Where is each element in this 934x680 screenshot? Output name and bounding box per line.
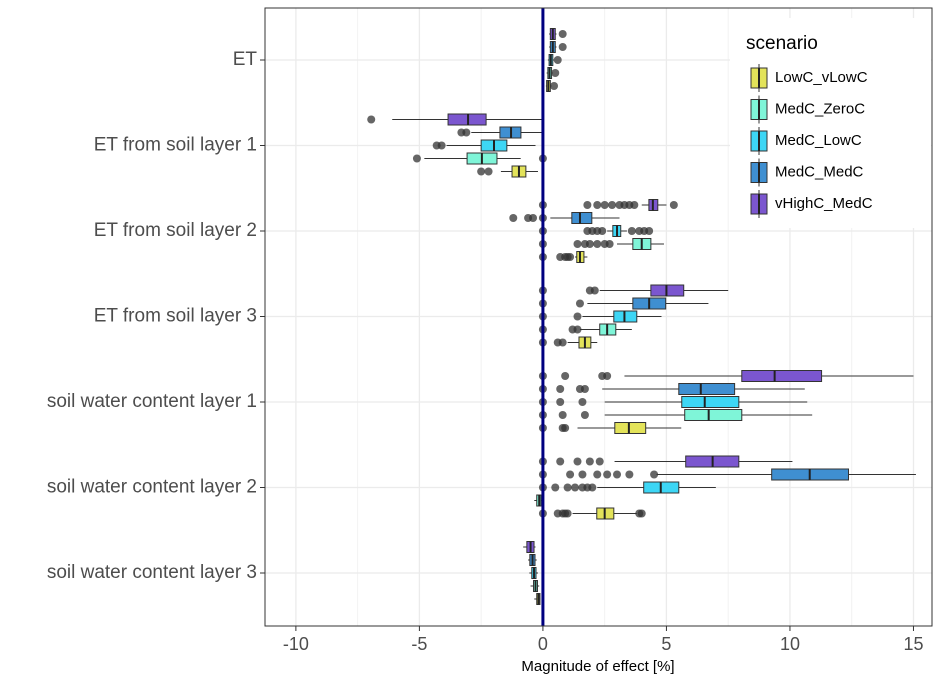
outlier <box>561 424 570 432</box>
outlier <box>578 470 587 479</box>
outlier <box>603 470 612 479</box>
outlier <box>603 372 612 380</box>
x-tick-label: 15 <box>903 634 923 654</box>
y-tick-label: soil water content layer 2 <box>47 477 257 498</box>
outlier <box>580 385 589 393</box>
outlier <box>558 338 567 347</box>
outlier <box>583 201 592 209</box>
legend-label: vHighC_MedC <box>775 195 873 212</box>
outlier <box>600 201 609 209</box>
outlier <box>477 167 486 176</box>
outlier <box>593 201 602 209</box>
x-tick-label: 0 <box>538 634 548 654</box>
outlier <box>625 470 634 479</box>
outlier <box>598 227 607 235</box>
box <box>614 422 647 434</box>
y-tick-label: soil water content layer 1 <box>47 391 257 412</box>
box <box>684 409 743 421</box>
outlier <box>573 457 582 466</box>
x-tick-label: -10 <box>283 634 309 654</box>
legend-label: MedC_ZeroC <box>775 100 865 117</box>
y-tick-label: ET from soil layer 3 <box>94 306 257 327</box>
outlier <box>437 141 446 150</box>
outlier <box>645 227 654 235</box>
outlier <box>556 457 565 466</box>
outlier <box>613 470 622 479</box>
outlier <box>509 214 518 222</box>
outlier <box>556 385 565 393</box>
outlier <box>551 69 560 77</box>
box <box>678 383 736 395</box>
x-tick-label: 5 <box>661 634 671 654</box>
legend-title: scenario <box>746 33 818 54</box>
box <box>741 370 823 382</box>
outlier <box>593 470 602 479</box>
outlier <box>529 214 538 222</box>
x-axis-title: Magnitude of effect [%] <box>521 658 674 675</box>
x-tick-label: -5 <box>411 634 427 654</box>
x-tick-label: 10 <box>780 634 800 654</box>
outlier <box>585 240 594 248</box>
outlier <box>608 201 617 209</box>
outlier <box>627 227 636 235</box>
outlier <box>573 240 582 248</box>
outlier <box>550 82 559 90</box>
outlier <box>650 470 659 479</box>
outlier <box>558 411 567 419</box>
outlier <box>563 509 572 518</box>
outlier <box>561 372 570 380</box>
outlier <box>566 253 575 261</box>
legend-label: LowC_vLowC <box>775 69 868 86</box>
outlier <box>590 286 599 295</box>
outlier <box>593 240 602 248</box>
outlier <box>605 240 614 248</box>
box <box>681 396 740 408</box>
outlier <box>588 483 597 492</box>
outlier <box>578 398 587 406</box>
y-tick-label: soil water content layer 3 <box>47 562 257 583</box>
outlier <box>571 483 580 492</box>
outlier <box>637 509 646 518</box>
outlier <box>575 299 584 308</box>
legend-label: MedC_LowC <box>775 132 862 149</box>
outlier <box>553 56 562 64</box>
outlier <box>573 325 582 334</box>
outlier <box>573 312 582 321</box>
legend-label: MedC_MedC <box>775 163 864 180</box>
outlier <box>551 483 560 492</box>
outlier <box>585 457 594 466</box>
plot-border <box>264 7 933 627</box>
legend-background <box>730 18 931 228</box>
y-tick-label: ET <box>233 49 258 70</box>
outlier <box>556 398 565 406</box>
outlier <box>484 167 493 176</box>
outlier <box>558 30 567 38</box>
outlier <box>558 43 567 51</box>
outlier <box>563 483 572 492</box>
y-tick-label: ET from soil layer 2 <box>94 220 257 241</box>
y-tick-label: ET from soil layer 1 <box>94 135 257 156</box>
box <box>571 212 593 224</box>
outlier <box>630 201 639 209</box>
outlier <box>412 154 421 163</box>
outlier <box>580 411 589 419</box>
outlier <box>566 470 575 479</box>
outlier <box>669 201 678 209</box>
outlier <box>595 457 604 466</box>
outlier <box>367 115 376 124</box>
outlier <box>462 128 471 137</box>
